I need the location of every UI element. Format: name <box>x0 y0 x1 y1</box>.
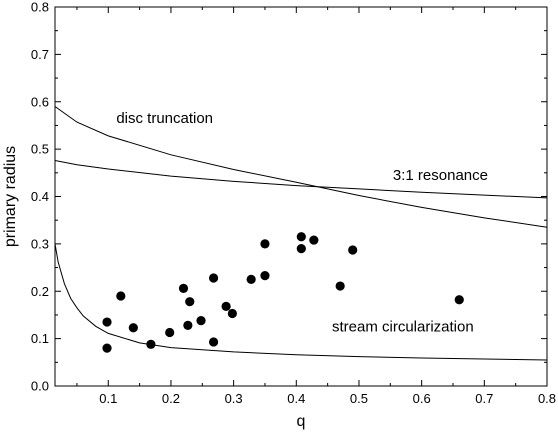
y-tick-label: 0.7 <box>31 47 49 62</box>
x-tick-label: 0.5 <box>350 391 368 406</box>
data-point <box>260 239 270 249</box>
data-point <box>165 327 175 338</box>
y-tick-label: 0.8 <box>31 0 49 15</box>
x-tick-label: 0.8 <box>538 391 556 406</box>
x-tick-label: 0.3 <box>225 391 243 406</box>
annotation-label: stream circularization <box>332 319 474 336</box>
data-point <box>227 308 237 319</box>
curve-3-1-resonance <box>54 160 548 199</box>
y-axis-label: primary radius <box>2 146 19 247</box>
data-point <box>260 271 270 281</box>
data-point <box>102 317 112 327</box>
data-point <box>116 291 126 301</box>
annotation-label: 3:1 resonance <box>393 167 488 184</box>
curve-stream-circularization <box>54 243 548 361</box>
x-tick-label: 0.7 <box>475 391 493 406</box>
y-tick-label: 0.6 <box>31 94 49 109</box>
data-point <box>146 339 156 349</box>
y-tick-label: 0.1 <box>31 331 49 346</box>
point-layer <box>102 232 464 353</box>
data-point <box>185 297 195 307</box>
data-point <box>335 281 345 291</box>
data-point <box>296 244 306 254</box>
data-point <box>128 323 138 333</box>
x-axis-label: q <box>297 413 306 430</box>
curve-layer <box>54 106 548 361</box>
data-point <box>178 283 189 294</box>
x-tick-label: 0.2 <box>162 391 180 406</box>
annotation-layer: disc truncation 3:1 resonance stream circu… <box>116 110 488 335</box>
x-tick-label: 0.1 <box>99 391 117 406</box>
data-point <box>454 295 464 305</box>
data-point <box>208 273 219 283</box>
data-point <box>296 232 306 242</box>
x-axis: 0.1 0.2 0.3 0.4 0.5 0.6 0.7 0.8 <box>76 7 556 406</box>
y-tick-label: 0.4 <box>31 189 49 204</box>
y-tick-label: 0.3 <box>31 236 49 251</box>
curve-disc-truncation <box>54 106 548 228</box>
data-point <box>208 337 219 347</box>
y-axis: 0.0 0.1 0.2 0.3 0.4 0.5 0.6 0.7 0.8 <box>31 0 547 394</box>
data-point <box>221 301 231 312</box>
x-tick-label: 0.6 <box>413 391 431 406</box>
data-point <box>246 274 256 285</box>
data-point <box>348 245 358 255</box>
data-point <box>183 320 193 330</box>
annotation-label: disc truncation <box>116 110 213 127</box>
data-point <box>196 316 206 326</box>
y-tick-label: 0.2 <box>31 284 49 299</box>
data-point <box>309 235 319 245</box>
x-tick-label: 0.4 <box>287 391 305 406</box>
y-tick-label: 0.0 <box>31 379 49 394</box>
data-point <box>102 343 112 353</box>
y-tick-label: 0.5 <box>31 142 49 157</box>
